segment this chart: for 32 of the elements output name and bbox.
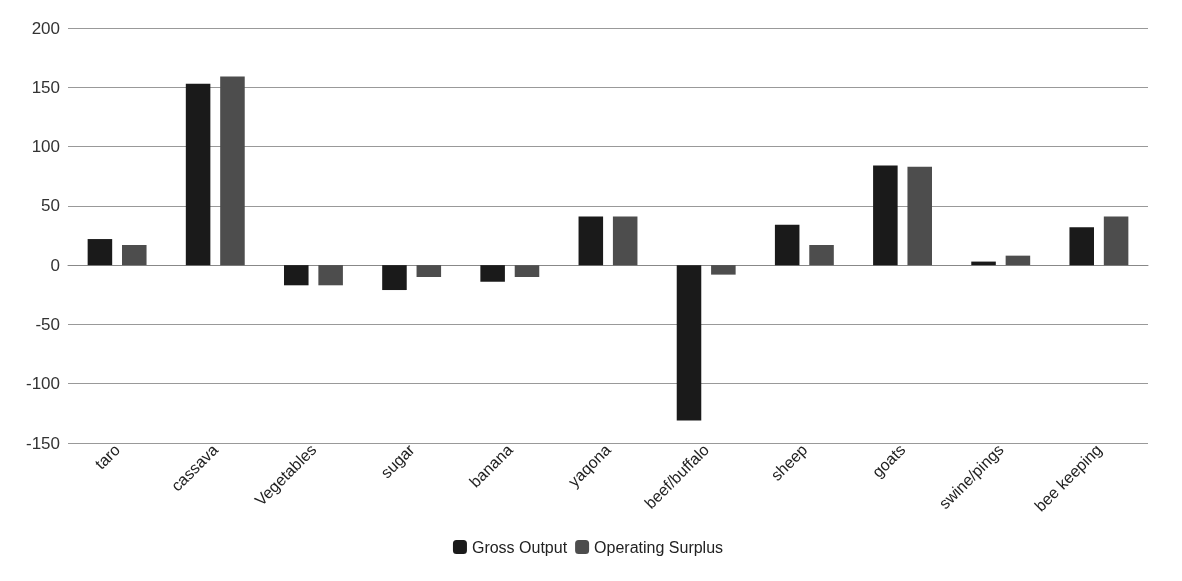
y-tick-label: -100 bbox=[25, 374, 60, 394]
y-tick-label: -50 bbox=[35, 314, 60, 334]
bar bbox=[480, 265, 505, 282]
bar bbox=[318, 265, 343, 286]
y-tick-label: 100 bbox=[31, 137, 60, 157]
y-tick-label: 200 bbox=[31, 18, 60, 38]
y-tick-label: 150 bbox=[31, 77, 60, 97]
bar bbox=[220, 76, 245, 266]
bar bbox=[907, 166, 932, 266]
bar bbox=[416, 265, 442, 277]
bar bbox=[578, 216, 604, 266]
bar bbox=[612, 216, 638, 266]
bar bbox=[1069, 227, 1094, 266]
bar bbox=[809, 244, 834, 266]
bar bbox=[185, 83, 211, 266]
bar bbox=[774, 224, 800, 266]
x-tick-label: taro bbox=[91, 440, 124, 473]
bar bbox=[873, 165, 898, 266]
y-tick-label: 0 bbox=[50, 255, 60, 275]
bar bbox=[676, 265, 702, 421]
y-tick-label: -150 bbox=[25, 433, 60, 453]
bar bbox=[284, 265, 309, 286]
legend-label: Operating Surplus bbox=[594, 538, 724, 556]
bar bbox=[122, 244, 147, 266]
bar bbox=[87, 239, 113, 266]
y-tick-label: 50 bbox=[41, 196, 60, 216]
bar bbox=[514, 265, 540, 277]
bar bbox=[711, 265, 736, 275]
bar bbox=[1005, 255, 1031, 266]
legend-label: Gross Output bbox=[471, 538, 568, 556]
bar bbox=[1103, 216, 1129, 266]
bar bbox=[382, 265, 407, 291]
